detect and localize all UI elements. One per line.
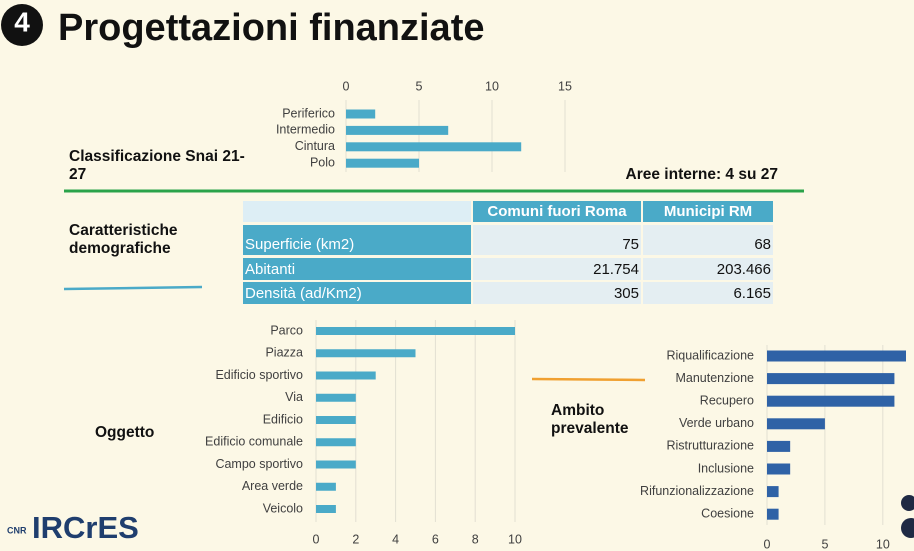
x-tick-label: 2 [352, 532, 359, 546]
x-tick-label: 15 [558, 79, 572, 93]
x-tick-label: 4 [392, 532, 399, 546]
y-tick-label: Verde urbano [679, 416, 754, 430]
x-tick-label: 5 [416, 79, 423, 93]
bar [767, 440, 791, 452]
section-label: Ambito prevalente [551, 402, 629, 437]
bar [316, 416, 356, 424]
x-tick-label: 8 [472, 532, 479, 546]
logo-icon [901, 495, 914, 511]
header-cell [243, 201, 471, 222]
bar [316, 460, 356, 469]
header-cell: Comuni fuori Roma [473, 201, 641, 222]
y-tick-label: Coesione [701, 506, 754, 520]
header-cell: Municipi RM [643, 201, 773, 222]
badge [1, 4, 43, 46]
bar [767, 418, 825, 430]
y-tick-label: Recupero [700, 393, 754, 407]
y-tick-label: Ristrutturazione [666, 439, 754, 453]
slide-title: Progettazioni finanziate [58, 7, 484, 49]
y-tick-label: Area verde [242, 479, 303, 493]
cell: Abitanti [243, 258, 471, 280]
bar [316, 438, 356, 447]
cell: 21.754 [473, 258, 641, 280]
bar [346, 142, 522, 152]
y-tick-label: Rifunzionalizzazione [640, 484, 754, 498]
annotation: Aree interne: 4 su 27 [626, 166, 778, 183]
cell: 75 [473, 225, 641, 255]
y-tick-label: Polo [310, 155, 335, 169]
section-label: Caratteristiche demografiche [69, 222, 178, 257]
x-tick-label: 0 [764, 537, 771, 551]
y-tick-label: Edificio comunale [205, 435, 303, 449]
y-tick-label: Intermedio [276, 123, 335, 137]
y-tick-label: Piazza [265, 346, 303, 360]
cell: Superficie (km2) [243, 225, 471, 255]
section-label: Oggetto [95, 424, 155, 441]
logo-icon [901, 518, 914, 538]
bar [767, 350, 906, 362]
bar [767, 508, 779, 520]
logo-org: CNR [7, 525, 27, 535]
section-label: Classificazione Snai 21-27 [69, 148, 245, 183]
y-tick-label: Cintura [295, 139, 335, 153]
logo-name: IRCrES [32, 510, 139, 545]
y-tick-label: Riqualificazione [666, 348, 754, 362]
badge-number: 4 [14, 6, 30, 37]
bar [346, 125, 449, 135]
y-tick-label: Inclusione [698, 461, 754, 475]
x-tick-label: 5 [821, 537, 828, 551]
bar [316, 371, 376, 380]
bar [316, 482, 336, 491]
y-tick-label: Via [285, 390, 303, 404]
bar [316, 349, 416, 358]
x-tick-label: 6 [432, 532, 439, 546]
bar [316, 505, 336, 513]
bar [346, 158, 419, 168]
bar [767, 373, 895, 385]
y-tick-label: Edificio sportivo [215, 368, 303, 382]
x-tick-label: 0 [343, 79, 350, 93]
x-tick-label: 10 [876, 537, 890, 551]
bar [346, 109, 376, 119]
bar [767, 395, 895, 407]
x-tick-label: 10 [508, 532, 522, 546]
y-tick-label: Campo sportivo [215, 457, 303, 471]
cell: 203.466 [643, 258, 773, 280]
cell: 68 [643, 225, 773, 255]
bar [767, 463, 791, 475]
y-tick-label: Manutenzione [675, 371, 754, 385]
divider [63, 285, 203, 291]
y-tick-label: Parco [270, 323, 303, 337]
bar [316, 327, 515, 335]
cell: 6.165 [643, 282, 773, 304]
x-tick-label: 10 [485, 79, 499, 93]
cell: Densità (ad/Km2) [243, 282, 471, 304]
bar [316, 393, 356, 402]
cell: 305 [473, 282, 641, 304]
y-tick-label: Veicolo [263, 501, 303, 515]
divider [531, 377, 646, 382]
y-tick-label: Periferico [282, 106, 335, 120]
y-tick-label: Edificio [263, 412, 303, 426]
x-tick-label: 0 [313, 532, 320, 546]
bar [767, 486, 779, 498]
